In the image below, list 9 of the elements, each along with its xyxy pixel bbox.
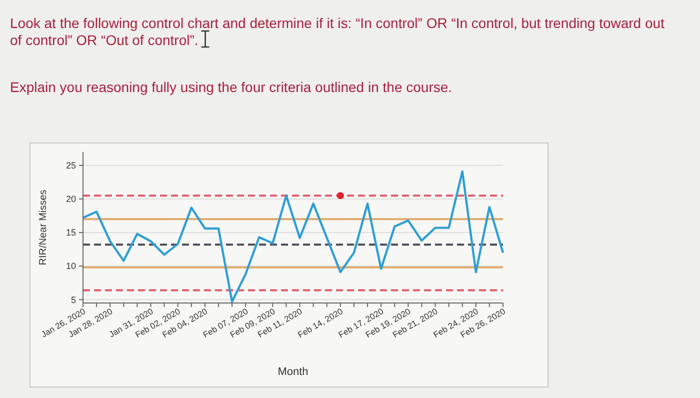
y-tick-label: 25 bbox=[66, 160, 76, 171]
y-tick-label: 10 bbox=[66, 261, 76, 272]
chart-subtitle: Explain you reasoning fully using the four criteria outlined in the course. bbox=[10, 79, 452, 95]
y-axis-title: RIR/Near Misses bbox=[38, 190, 49, 266]
y-tick-label: 15 bbox=[66, 228, 76, 238]
chart-title: Look at the following control chart and determine if it is: “In control” OR “In control, but trending toward out of control” OR “Out of control”. bbox=[10, 15, 665, 48]
y-tick-label: 20 bbox=[66, 194, 76, 204]
y-tick-label: 5 bbox=[70, 294, 76, 305]
x-axis-title: Month bbox=[278, 366, 308, 378]
